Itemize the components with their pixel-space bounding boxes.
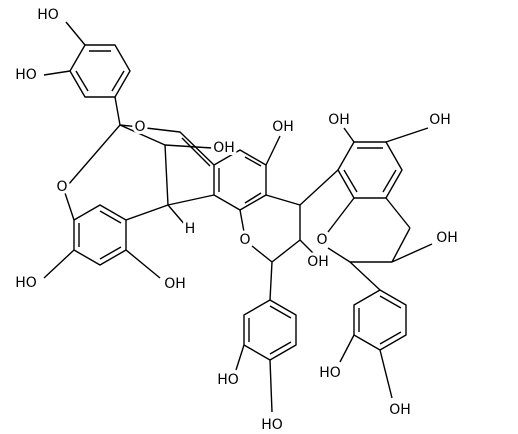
atom-label: HO <box>15 67 37 83</box>
atom-label: OH <box>429 112 451 128</box>
atom-label: OH <box>307 254 329 270</box>
atom-label: OH <box>164 276 186 292</box>
atom-label: HO <box>217 372 239 388</box>
atom-label: HO <box>15 275 37 291</box>
atom-label: OH <box>272 119 294 135</box>
atom-label: OH <box>328 112 350 128</box>
ring-bonds <box>213 149 267 211</box>
bridge-bonds <box>145 127 215 167</box>
substituent-bonds <box>239 135 339 301</box>
bonds <box>43 21 433 413</box>
atom-label: HO <box>37 7 59 23</box>
atom-label: O <box>56 179 67 195</box>
substituent-bonds <box>235 344 273 413</box>
atom-label: HO <box>319 365 341 381</box>
ring-bonds <box>243 299 297 361</box>
atom-label: H <box>185 221 196 237</box>
ring-bonds <box>337 141 403 199</box>
atom-label: HO <box>261 417 283 433</box>
substituent-bonds <box>327 127 433 291</box>
atom-label: O <box>239 232 250 248</box>
ring-bonds <box>353 289 407 351</box>
ring-bonds <box>69 44 131 98</box>
atom-label: O <box>316 232 327 248</box>
atom-label: OH <box>213 140 235 156</box>
atom-label: OH <box>436 230 458 246</box>
substituent-bonds <box>43 21 166 186</box>
substituent-bonds <box>339 334 393 399</box>
atom-label: O <box>134 119 145 135</box>
ring-bonds <box>73 204 127 266</box>
atom-label: OH <box>389 402 411 418</box>
substituent-bonds <box>43 144 215 279</box>
